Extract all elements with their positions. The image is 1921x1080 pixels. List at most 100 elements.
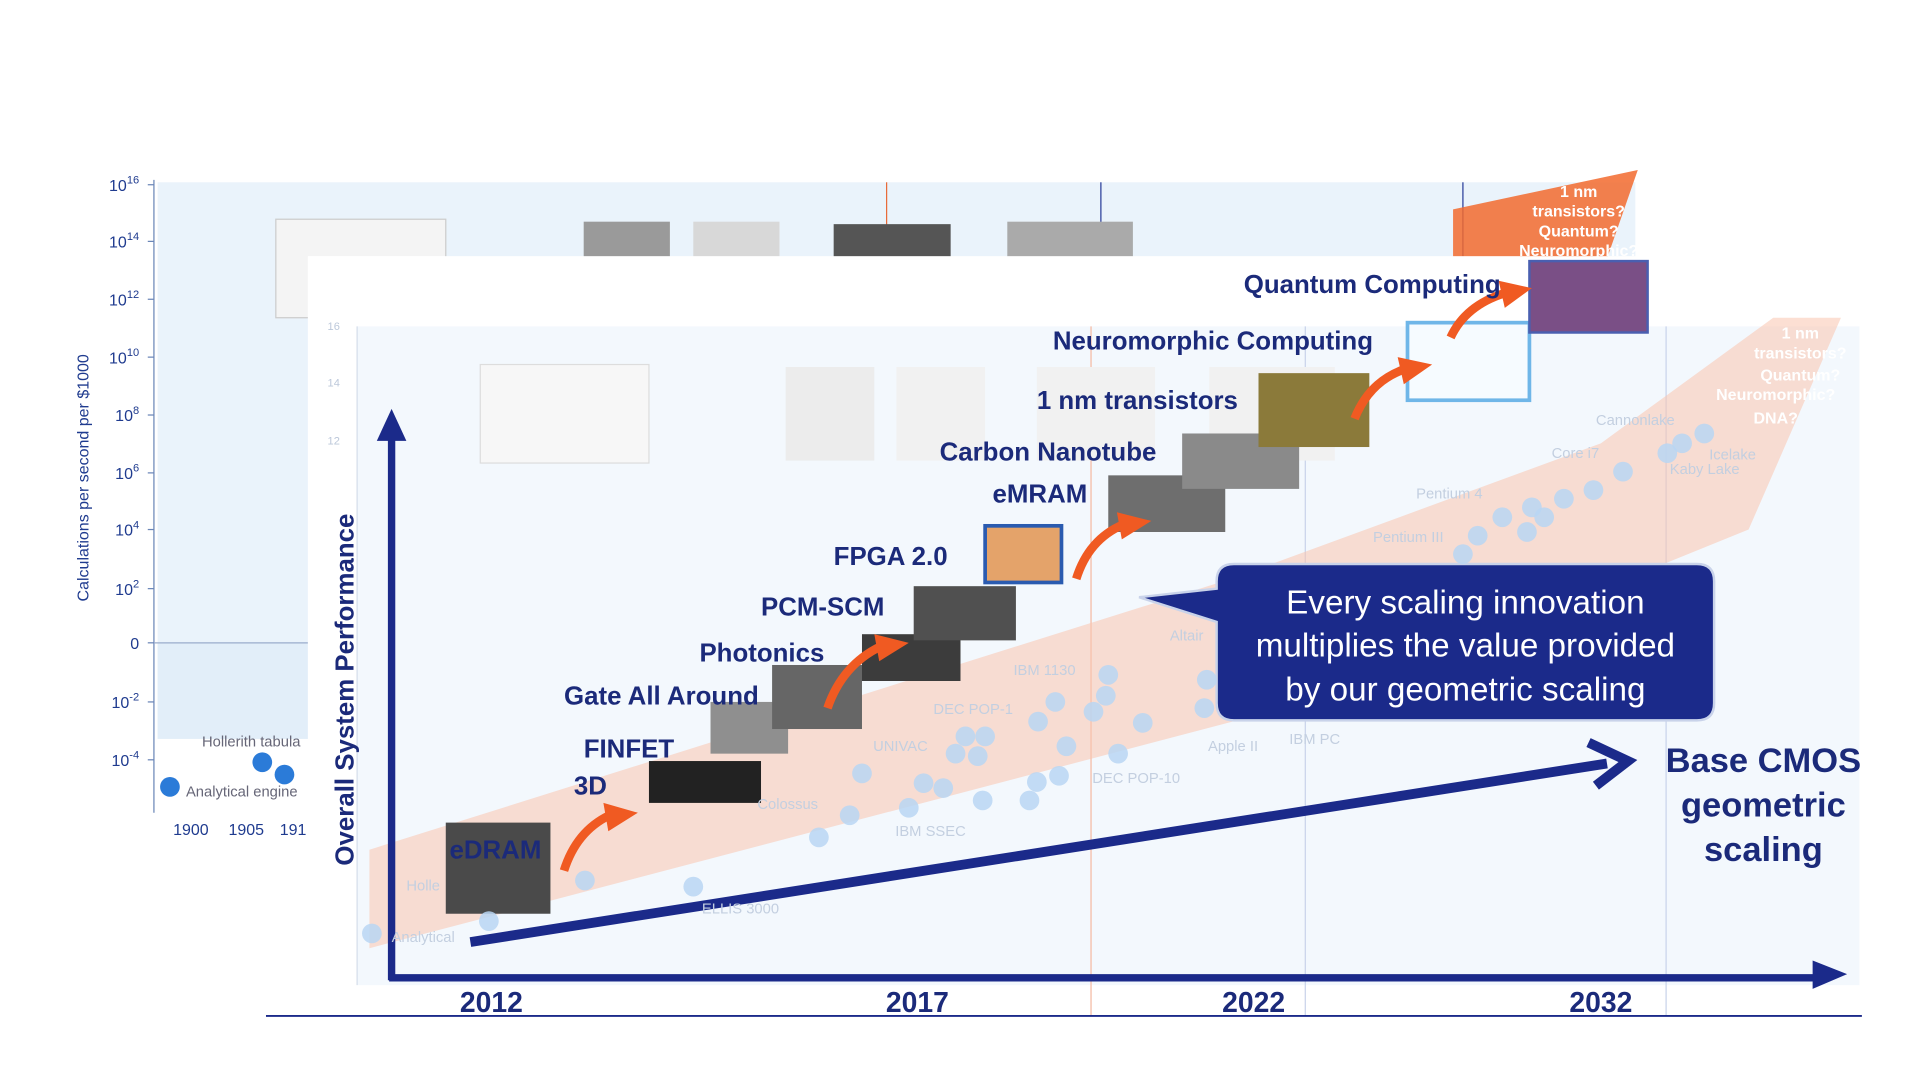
bg-x-label: 1905	[228, 822, 264, 839]
faint-dot	[1196, 669, 1217, 690]
innovation-label: eDRAM	[449, 836, 541, 864]
innovation-label: Gate All Around	[564, 682, 759, 710]
bg-y-axis-label: Calculations per second per $1000	[76, 354, 93, 601]
faded-label: IBM SSEC	[895, 824, 966, 840]
base-cmos-label: Base CMOS	[1666, 742, 1861, 780]
tick-exp: 4	[133, 519, 139, 531]
orange-arrow	[1350, 365, 1406, 421]
faint-dot	[1583, 480, 1604, 500]
faded-label: Altair	[1170, 628, 1204, 644]
tick-exp: 6	[133, 463, 139, 475]
faint-dot	[683, 876, 704, 897]
innovation-label: 1 nm transistors	[1037, 387, 1238, 415]
faint-dot	[479, 911, 499, 931]
scaling-arrow	[469, 758, 1608, 947]
innovation-label: FINFET	[584, 735, 675, 763]
faded-label: Pentium III	[1373, 530, 1444, 546]
bg-point-label: Analytical engine	[186, 785, 298, 801]
faint-dot	[945, 743, 966, 764]
fg-y-tick-label: 12	[328, 436, 340, 448]
bg-band-label: transistors?	[1532, 204, 1624, 221]
faded-label: Icelake	[1709, 447, 1756, 463]
faint-dot	[1453, 544, 1473, 565]
orange-head	[1116, 512, 1152, 540]
tick-exp: 14	[127, 231, 139, 243]
faded-label: IBM PC	[1289, 732, 1340, 748]
faded-label: Colossus	[757, 797, 818, 813]
callout-line: multiplies the value provided	[1256, 627, 1675, 664]
faded-label: Analytical	[392, 930, 455, 946]
bg-y-tick-label: 1010	[109, 347, 139, 367]
innovation-label: eMRAM	[993, 480, 1088, 508]
innovation-label: FPGA 2.0	[834, 543, 948, 571]
tick-exp: 12	[127, 289, 139, 301]
tick-exp: -2	[129, 692, 139, 704]
innovation-label: Carbon Nanotube	[940, 439, 1157, 467]
bg-image	[1007, 221, 1133, 259]
tick-exp: 10	[127, 347, 139, 359]
bg-y-tick-label: 104	[115, 519, 139, 539]
callout-line: by our geometric scaling	[1285, 672, 1645, 709]
img-edram	[445, 822, 551, 914]
img-neuro	[1405, 320, 1532, 403]
fg-image	[1036, 366, 1156, 461]
fg-image	[896, 366, 986, 461]
innovation-label: Photonics	[699, 639, 824, 667]
faint-dot	[1108, 743, 1128, 764]
faded-label: Pentium 4	[1416, 487, 1482, 503]
base-cmos-label: scaling	[1704, 831, 1823, 869]
bg-dot	[252, 752, 273, 773]
bg-image	[583, 221, 670, 259]
tick-base: 10	[109, 178, 127, 195]
tick-base: 10	[115, 523, 133, 540]
faint-dot	[1694, 423, 1715, 444]
bg-y-tick-label: 10-4	[111, 750, 139, 770]
faint-dot	[1098, 664, 1119, 685]
faint-dot	[1534, 507, 1555, 528]
callout-box	[1138, 562, 1716, 722]
img-1nm	[1258, 373, 1370, 448]
innovation-label: Neuromorphic Computing	[1053, 328, 1373, 356]
x-arrow	[1812, 960, 1848, 989]
fg-y-tick-label: 16	[328, 321, 340, 333]
orange-arrows	[559, 288, 1507, 872]
tick-base: 10	[115, 582, 133, 599]
faint-dot	[1049, 765, 1069, 786]
faint-dot	[852, 763, 872, 784]
bg-y-tick-label: 106	[115, 463, 139, 483]
orange-head	[603, 802, 638, 832]
bg-image	[693, 221, 780, 259]
orange-head	[1498, 280, 1532, 308]
orange-arrow	[823, 642, 883, 710]
bg-y-tick-label: 108	[115, 405, 139, 425]
faded-label: Kaby Lake	[1670, 462, 1740, 478]
img-quantum	[1528, 259, 1649, 334]
faint-dot	[913, 773, 934, 794]
tick-exp: 8	[133, 405, 139, 417]
faint-dot	[1056, 736, 1077, 757]
tick-base: 10	[115, 408, 133, 425]
bg-image	[833, 224, 951, 259]
faint-dot	[967, 746, 988, 766]
orange-arrow	[1072, 520, 1125, 581]
faint-dot	[1019, 790, 1040, 811]
orange-arrow	[1446, 288, 1507, 340]
tick-base: 10	[111, 753, 129, 770]
faint-dot	[975, 726, 995, 747]
faded-label: Holle	[406, 878, 440, 894]
bg-band-label: Neuromorphic?	[1519, 243, 1638, 260]
fg-band-label: 1 nm	[1782, 326, 1819, 343]
tick-base: 10	[109, 350, 127, 367]
tick-base: 10	[111, 695, 129, 712]
year-label: 2032	[1569, 987, 1632, 1019]
tick-base: 10	[115, 466, 133, 483]
bg-y-tick-label: 1016	[109, 175, 139, 195]
faded-label: Cannonlake	[1596, 413, 1675, 429]
faded-label: ELLIS 3000	[702, 902, 779, 918]
faded-label: IBM 1130	[1013, 663, 1075, 679]
fg-band-label: transistors?	[1754, 345, 1846, 362]
faint-dot	[933, 778, 954, 798]
faint-dot	[898, 797, 919, 818]
bg-dot	[160, 777, 180, 797]
